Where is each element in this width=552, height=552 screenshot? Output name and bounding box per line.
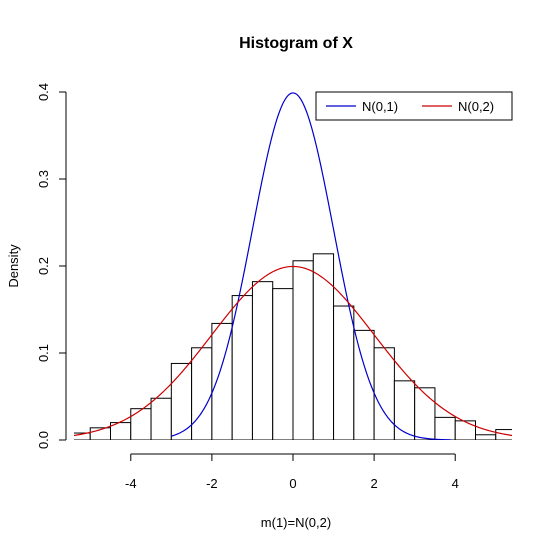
y-tick-label: 0.1 [36, 344, 51, 362]
y-tick-label: 0.4 [36, 83, 51, 101]
y-tick-label: 0.2 [36, 257, 51, 275]
histogram-bar [130, 408, 152, 440]
histogram-bar [312, 253, 335, 440]
x-tick-label: 2 [370, 476, 377, 491]
x-tick-label: 0 [289, 476, 296, 491]
legend-label: N(0,2) [458, 99, 494, 114]
y-axis: 0.0 0.1 0.2 0.3 0.4 [36, 83, 67, 449]
x-tick-label: 4 [452, 476, 459, 491]
histogram-bar [251, 281, 274, 440]
histogram-bar [454, 420, 477, 440]
x-axis-label: m(1)=N(0,2) [261, 515, 331, 530]
histogram-bar [231, 295, 253, 440]
y-tick-label: 0.0 [36, 431, 51, 449]
density-curve [171, 92, 452, 440]
histogram-bar [475, 434, 497, 440]
chart-title: Histogram of X [239, 35, 353, 52]
density-curves [74, 92, 512, 440]
histogram-bar [272, 288, 294, 440]
x-tick-label: -2 [206, 476, 218, 491]
density-curve [74, 265, 512, 437]
histogram-bar [150, 397, 172, 440]
histogram-bar [333, 305, 355, 440]
legend-label: N(0,1) [362, 99, 398, 114]
x-axis: -4 -2 0 2 4 [125, 453, 459, 491]
x-tick-label: -4 [125, 476, 137, 491]
histogram-bar [414, 387, 436, 440]
histogram-bar [170, 362, 193, 440]
y-axis-label: Density [6, 244, 21, 288]
histogram-bar [373, 347, 395, 440]
histogram-bars [74, 253, 512, 440]
histogram-bar [495, 429, 512, 440]
histogram-bar [434, 416, 456, 440]
y-tick-label: 0.3 [36, 170, 51, 188]
histogram-bar [393, 380, 416, 440]
histogram-bar [191, 347, 213, 440]
legend: N(0,1) N(0,2) [315, 91, 513, 121]
histogram-bar [292, 260, 314, 440]
